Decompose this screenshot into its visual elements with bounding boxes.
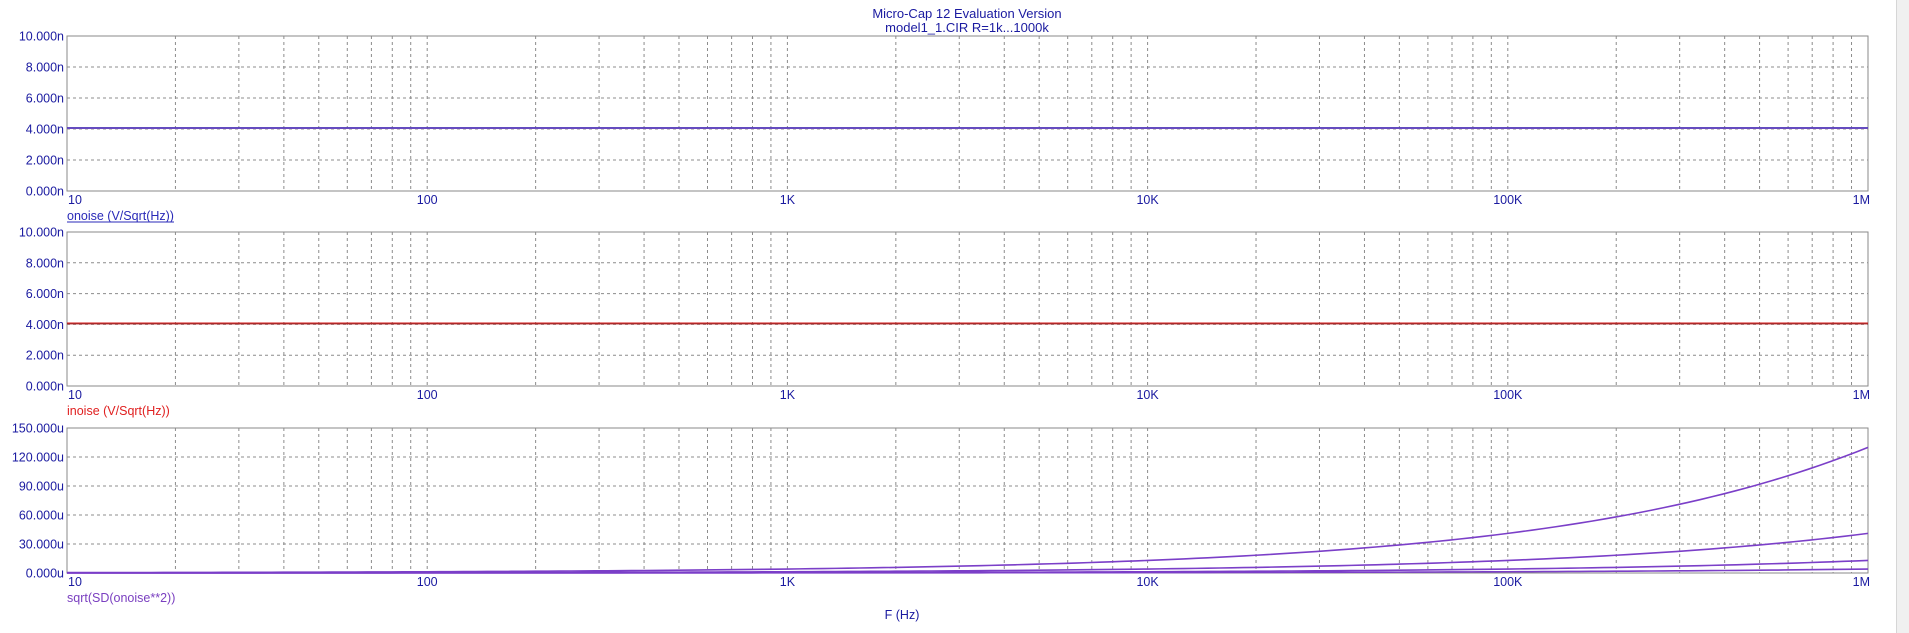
x-tick-label: 100 — [417, 575, 438, 589]
x-tick-label: 1K — [780, 193, 796, 207]
y-tick-label: 8.000n — [26, 256, 64, 270]
window-title: Micro-Cap 12 Evaluation Version — [872, 6, 1061, 21]
inoise-panel: 0.000n 2.000n 4.000n 6.000n 8.000n 10.000n 10 1… — [19, 226, 1870, 419]
x-tick-label: 1K — [780, 575, 796, 589]
x-tick-label: 100K — [1493, 575, 1523, 589]
trace-label: onoise (V/Sqrt(Hz)) — [67, 209, 174, 223]
x-tick-label: 10 — [68, 388, 82, 402]
series-line-3 — [67, 568, 1869, 574]
right-scrollbar[interactable] — [1896, 0, 1909, 633]
y-tick-label: 10.000n — [19, 30, 64, 44]
x-tick-label: 1M — [1853, 193, 1870, 207]
x-tick-label: 1M — [1853, 575, 1870, 589]
x-tick-label: 1M — [1853, 388, 1870, 402]
y-tick-label: 30.000u — [19, 538, 64, 552]
y-tick-label: 60.000u — [19, 509, 64, 523]
series-line-1 — [66, 446, 1869, 574]
trace-label: inoise (V/Sqrt(Hz)) — [67, 404, 170, 418]
x-tick-label: 100 — [417, 388, 438, 402]
x-tick-label: 10 — [68, 193, 82, 207]
sd-onoise-panel: 0.000u 30.000u 60.000u 90.000u 120.000u 150.0… — [12, 422, 1870, 606]
y-tick-label: 0.000n — [26, 185, 64, 199]
y-tick-label: 120.000u — [12, 451, 64, 465]
x-axis-label: F (Hz) — [885, 608, 920, 622]
plot-frame — [66, 231, 1869, 387]
y-tick-label: 90.000u — [19, 480, 64, 494]
plot-frame — [66, 35, 1869, 192]
trace-label: sqrt(SD(onoise**2)) — [67, 591, 175, 605]
onoise-panel: 0.000n 2.000n 4.000n 6.000n 8.000n 10.000n 10 1… — [19, 30, 1870, 224]
y-tick-label: 0.000n — [26, 380, 64, 394]
plot-frame — [66, 427, 1869, 574]
y-tick-label: 2.000n — [26, 154, 64, 168]
x-tick-label: 1K — [780, 388, 796, 402]
window-subtitle: model1_1.CIR R=1k...1000k — [885, 20, 1049, 35]
y-tick-label: 10.000n — [19, 226, 64, 240]
x-tick-label: 10K — [1136, 575, 1159, 589]
x-tick-label: 100K — [1493, 388, 1523, 402]
y-tick-label: 4.000n — [26, 123, 64, 137]
y-tick-label: 2.000n — [26, 349, 64, 363]
y-tick-label: 4.000n — [26, 318, 64, 332]
x-tick-label: 10K — [1136, 193, 1159, 207]
y-tick-label: 8.000n — [26, 61, 64, 75]
y-tick-label: 0.000u — [26, 567, 64, 581]
x-tick-label: 100K — [1493, 193, 1523, 207]
x-tick-label: 10 — [68, 575, 82, 589]
y-tick-label: 6.000n — [26, 287, 64, 301]
x-tick-label: 10K — [1136, 388, 1159, 402]
y-tick-label: 6.000n — [26, 92, 64, 106]
x-tick-label: 100 — [417, 193, 438, 207]
y-tick-label: 150.000u — [12, 422, 64, 436]
